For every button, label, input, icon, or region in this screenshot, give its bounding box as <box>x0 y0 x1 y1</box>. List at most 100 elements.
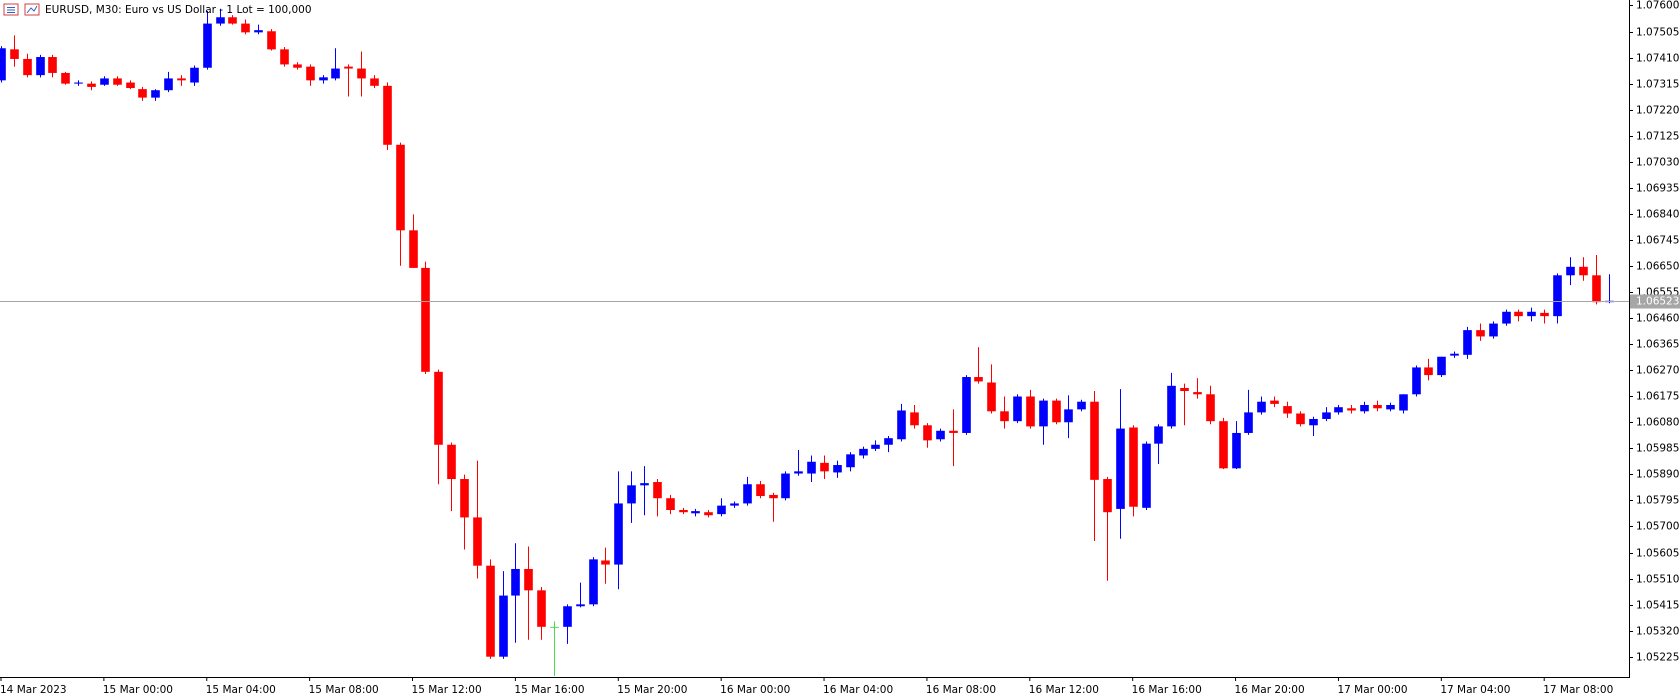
y-tick-label: 1.07030 <box>1636 157 1679 169</box>
candle-body <box>216 17 225 24</box>
candle-body <box>100 78 109 85</box>
candle-body <box>601 560 610 565</box>
candle-body <box>331 68 340 79</box>
candle-body <box>1283 406 1292 414</box>
x-tick-label: 16 Mar 08:00 <box>926 684 996 696</box>
y-tick-label: 1.05795 <box>1636 495 1679 507</box>
candle-body <box>576 604 585 607</box>
x-tick-label: 17 Mar 04:00 <box>1440 684 1510 696</box>
x-tick-label: 15 Mar 00:00 <box>103 684 173 696</box>
candle-body <box>409 230 418 268</box>
candle-body <box>769 494 778 499</box>
candle-body <box>563 606 572 627</box>
y-tick-label: 1.07220 <box>1636 105 1679 117</box>
candle-body <box>781 473 790 499</box>
y-tick-label: 1.07410 <box>1636 53 1679 65</box>
candle-body <box>1180 387 1189 392</box>
y-tick-label: 1.05605 <box>1636 548 1679 560</box>
y-tick-label: 1.06460 <box>1636 313 1679 325</box>
x-tick-label: 15 Mar 08:00 <box>309 684 379 696</box>
candle-body <box>807 461 816 474</box>
candle-body <box>1116 428 1125 509</box>
candle-body <box>1322 412 1331 419</box>
candle-body <box>679 510 688 513</box>
candle-body <box>1232 432 1241 469</box>
candle-body <box>717 505 726 515</box>
y-tick-label: 1.07505 <box>1636 27 1679 39</box>
candle-body <box>987 382 996 412</box>
candle-body <box>1026 396 1035 427</box>
candle-body <box>524 568 533 591</box>
candle-body <box>23 58 32 76</box>
y-tick-label: 1.07600 <box>1636 0 1679 12</box>
candle-body <box>1334 407 1343 413</box>
candle-body <box>820 462 829 472</box>
candle-body <box>293 64 302 68</box>
candle-body <box>267 31 276 50</box>
candle-body <box>1154 426 1163 444</box>
candle-body <box>653 482 662 499</box>
candle-body <box>1450 353 1459 356</box>
candle-body <box>396 144 405 231</box>
candle-body <box>627 485 636 504</box>
candle-body <box>151 90 160 98</box>
candle-body <box>1129 427 1138 507</box>
x-tick-label: 15 Mar 04:00 <box>206 684 276 696</box>
candle-body <box>1399 394 1408 411</box>
x-tick-label: 16 Mar 04:00 <box>823 684 893 696</box>
candle-body <box>897 410 906 440</box>
candle-body <box>61 72 70 84</box>
candle-body <box>704 512 713 516</box>
plot-area <box>0 8 1629 676</box>
candle-body <box>910 412 919 426</box>
candle-body <box>859 448 868 456</box>
candle-body <box>756 484 765 497</box>
y-tick-label: 1.07315 <box>1636 79 1679 91</box>
candle-body <box>511 568 520 596</box>
candle-body <box>1514 311 1523 317</box>
x-tick-label: 14 Mar 2023 <box>0 684 67 696</box>
candle-body <box>0 48 6 81</box>
candle-body <box>138 89 147 98</box>
candle-body <box>241 23 250 33</box>
candle-body <box>614 503 623 565</box>
candle-body <box>48 57 57 73</box>
title-icons <box>3 3 40 16</box>
candle-body <box>36 57 45 76</box>
candle-body <box>1502 311 1511 324</box>
candle-body <box>357 68 366 79</box>
candle-body <box>1386 404 1395 410</box>
candle-body <box>126 82 135 89</box>
candle-body <box>383 85 392 145</box>
x-tick-label: 15 Mar 16:00 <box>514 684 584 696</box>
y-tick-label: 1.06365 <box>1636 339 1679 351</box>
y-tick-label: 1.05320 <box>1636 626 1679 638</box>
candle-body <box>1579 266 1588 276</box>
candle-body <box>936 430 945 440</box>
candle-body <box>1309 418 1318 426</box>
candle-body <box>833 465 842 473</box>
price-label-box <box>1630 294 1680 309</box>
candle-body <box>1566 266 1575 276</box>
candle-body <box>473 517 482 566</box>
candle-body <box>1347 408 1356 411</box>
y-tick-label: 1.06270 <box>1636 365 1679 377</box>
y-tick-label: 1.07125 <box>1636 131 1679 143</box>
candle-body <box>794 471 803 474</box>
y-tick-label: 1.05890 <box>1636 469 1679 481</box>
candle-body <box>1412 367 1421 395</box>
candle-body <box>1000 411 1009 422</box>
candle-body <box>1463 330 1472 355</box>
candle-body <box>1090 401 1099 480</box>
candle-body <box>974 377 983 382</box>
y-tick-label: 1.06080 <box>1636 417 1679 429</box>
candle-body <box>1039 400 1048 427</box>
candle-body <box>203 23 212 68</box>
candle-body <box>1167 385 1176 427</box>
candle-body <box>228 17 237 24</box>
y-tick-label: 1.05700 <box>1636 521 1679 533</box>
y-tick-label: 1.06650 <box>1636 261 1679 273</box>
candle-body <box>730 503 739 506</box>
